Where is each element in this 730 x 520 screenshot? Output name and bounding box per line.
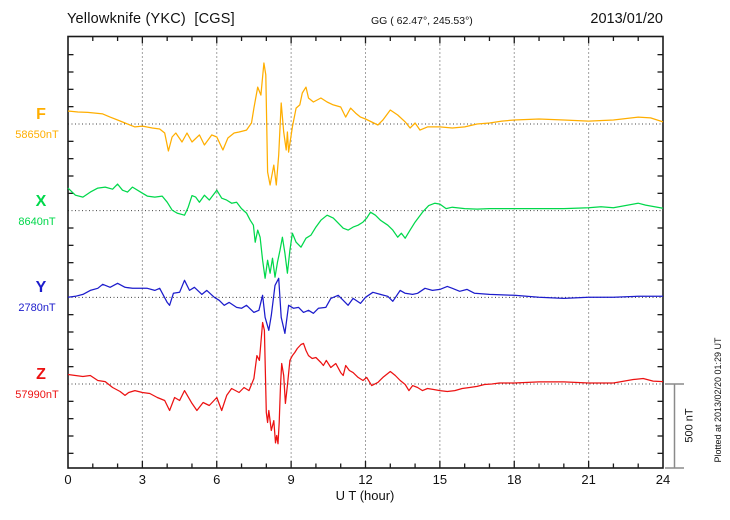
- x-axis-title: U T (hour): [335, 488, 395, 503]
- component-label-F: F: [36, 106, 46, 123]
- baseline-value-Z: 57990nT: [15, 389, 59, 401]
- x-tick-label-15: 15: [432, 472, 448, 487]
- scale-bar-label: 500 nT: [683, 408, 696, 443]
- component-label-X: X: [35, 192, 47, 210]
- trace-X: [67, 183, 664, 279]
- x-tick-label-9: 9: [287, 472, 295, 487]
- x-tick-label-0: 0: [64, 472, 72, 487]
- geographic-coordinates: GG ( 62.47°, 245.53°): [371, 15, 473, 27]
- component-label-Y: Y: [35, 279, 47, 297]
- x-tick-label-12: 12: [358, 472, 373, 487]
- baseline-value-Y: 2780nT: [18, 302, 56, 315]
- component-label-Z: Z: [36, 366, 46, 383]
- trace-Y: [67, 277, 663, 335]
- x-tick-label-6: 6: [213, 472, 221, 487]
- plotted-at-caption: Plotted at 2013/02/20 01:29 UT: [713, 337, 723, 463]
- x-tick-label-18: 18: [507, 472, 522, 487]
- baseline-value-F: 58650nT: [15, 129, 59, 141]
- x-tick-label-21: 21: [581, 472, 596, 487]
- trace-Z: [67, 321, 664, 445]
- baseline-value-X: 8640nT: [18, 215, 56, 228]
- x-tick-label-3: 3: [138, 472, 146, 487]
- page-title: Yellowknife (YKC) [CGS]: [67, 11, 235, 27]
- x-tick-label-24: 24: [655, 472, 671, 487]
- trace-F: [67, 62, 664, 186]
- plot-frame: [67, 35, 664, 469]
- observation-date: 2013/01/20: [590, 11, 663, 27]
